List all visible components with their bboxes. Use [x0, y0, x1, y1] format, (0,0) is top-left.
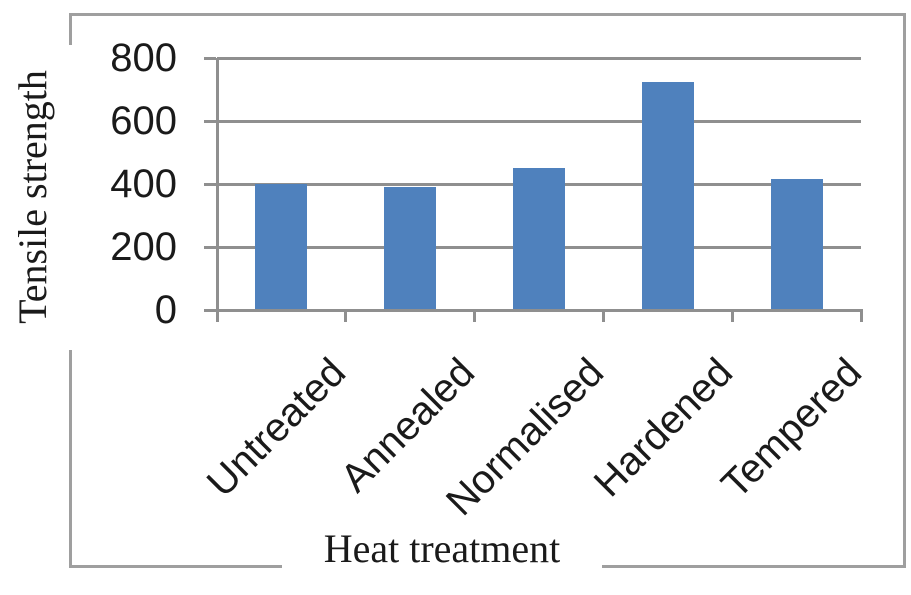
x-tick-0 — [215, 310, 219, 322]
bar-hardened — [641, 81, 694, 310]
x-tick-1 — [344, 310, 348, 322]
y-tick-label-800: 800 — [110, 36, 177, 80]
x-axis-title: Heat treatment — [282, 525, 602, 573]
y-tick-800 — [203, 56, 216, 60]
bar-untreated — [255, 184, 308, 310]
y-tick-label-200: 200 — [110, 225, 177, 269]
x-tick-5 — [859, 310, 863, 322]
x-tick-3 — [601, 310, 605, 322]
bar-annealed — [384, 187, 437, 310]
y-tick-label-0: 0 — [154, 288, 177, 332]
x-category-label-tempered: Tempered — [712, 350, 870, 507]
y-tick-400 — [203, 182, 216, 186]
gridline-600 — [217, 119, 861, 123]
x-tick-4 — [730, 310, 734, 322]
y-tick-label-600: 600 — [110, 99, 177, 143]
bar-normalised — [513, 168, 565, 310]
x-axis-line — [215, 308, 863, 312]
y-axis-title: Tensile strength — [10, 32, 56, 362]
y-tick-label-400: 400 — [110, 162, 177, 206]
y-tick-600 — [203, 119, 216, 123]
x-tick-2 — [473, 310, 477, 322]
y-tick-0 — [203, 308, 216, 312]
gridline-800 — [217, 56, 861, 60]
bar-tempered — [770, 179, 823, 310]
y-tick-200 — [203, 245, 216, 249]
y-axis-line — [215, 58, 219, 310]
border-gap-patch — [64, 45, 78, 350]
